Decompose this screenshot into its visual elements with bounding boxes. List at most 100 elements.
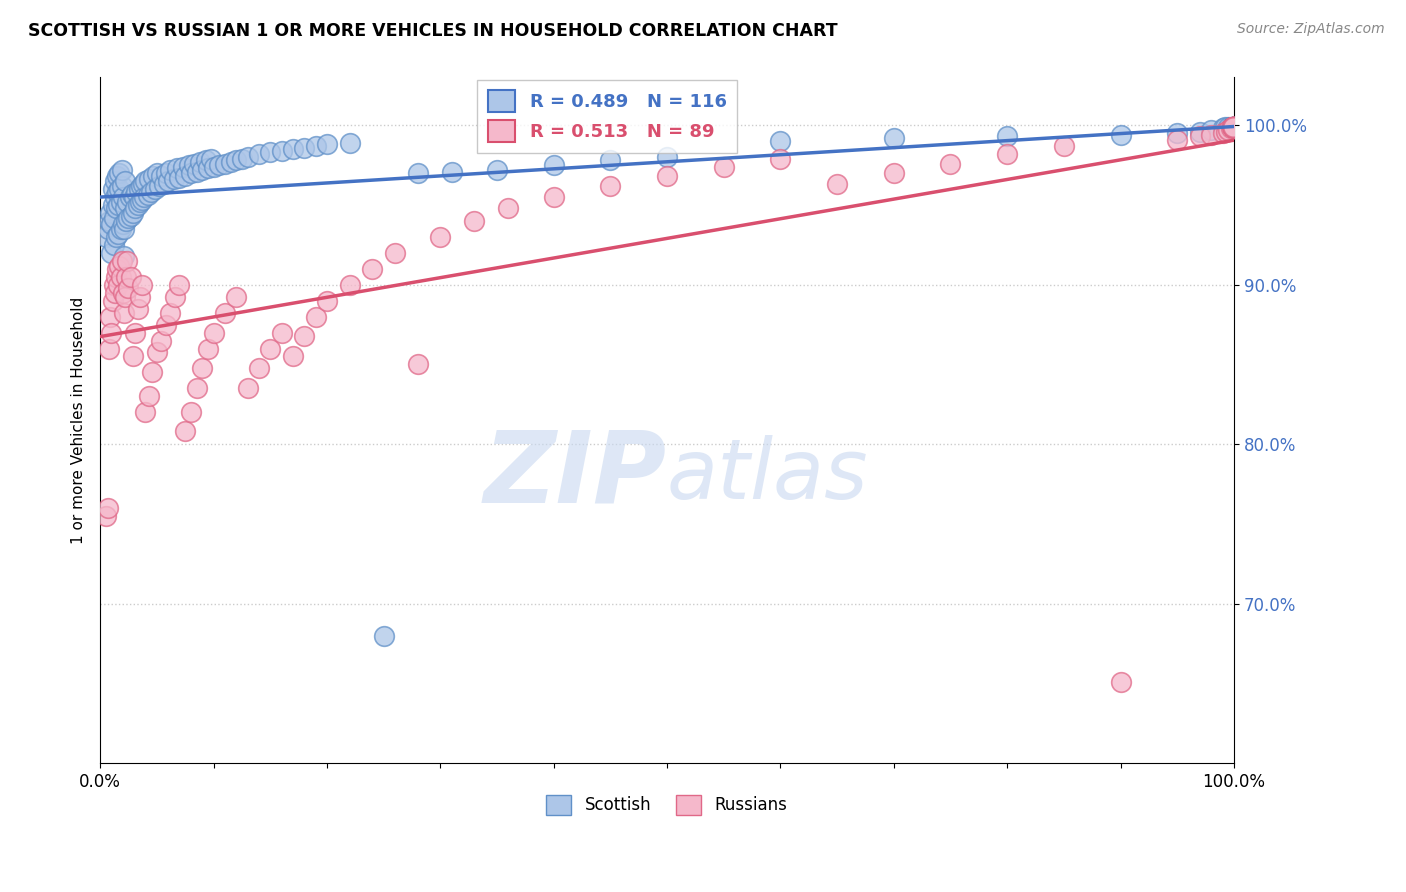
Point <box>110 269 132 284</box>
Point <box>124 326 146 340</box>
Point <box>1199 128 1222 142</box>
Point <box>231 152 253 166</box>
Point <box>1212 121 1234 136</box>
Point <box>115 214 138 228</box>
Point <box>105 201 128 215</box>
Point <box>259 342 281 356</box>
Point <box>134 405 156 419</box>
Point <box>111 190 134 204</box>
Point <box>124 201 146 215</box>
Point <box>114 174 136 188</box>
Point <box>599 178 621 193</box>
Point <box>111 217 134 231</box>
Point <box>105 186 128 200</box>
Point <box>883 166 905 180</box>
Point <box>117 281 139 295</box>
Point <box>339 277 361 292</box>
Point <box>208 158 231 172</box>
Point <box>159 163 181 178</box>
Point <box>1212 126 1234 140</box>
Point <box>111 178 134 193</box>
Point <box>108 166 131 180</box>
Point <box>122 350 145 364</box>
Point <box>1222 120 1244 134</box>
Point <box>103 238 125 252</box>
Point <box>131 193 153 207</box>
Point <box>100 326 122 340</box>
Point <box>1222 120 1244 134</box>
Point <box>1222 120 1244 134</box>
Point <box>183 156 205 170</box>
Point <box>281 350 304 364</box>
Point <box>197 342 219 356</box>
Point <box>1109 128 1132 142</box>
Point <box>122 206 145 220</box>
Point <box>655 169 678 184</box>
Text: SCOTTISH VS RUSSIAN 1 OR MORE VEHICLES IN HOUSEHOLD CORRELATION CHART: SCOTTISH VS RUSSIAN 1 OR MORE VEHICLES I… <box>28 22 838 40</box>
Point <box>304 310 326 324</box>
Point <box>1222 120 1244 134</box>
Point <box>152 178 174 192</box>
Point <box>112 222 135 236</box>
Point <box>141 366 163 380</box>
Point <box>214 156 236 170</box>
Point <box>769 152 792 166</box>
Point <box>166 161 188 176</box>
Point <box>100 217 122 231</box>
Point <box>543 158 565 172</box>
Point <box>1213 120 1236 134</box>
Point <box>94 508 117 523</box>
Point <box>117 194 139 209</box>
Point <box>142 169 165 184</box>
Point <box>163 172 186 186</box>
Point <box>128 291 150 305</box>
Point <box>1222 120 1244 134</box>
Y-axis label: 1 or more Vehicles in Household: 1 or more Vehicles in Household <box>72 297 86 544</box>
Point <box>825 178 848 192</box>
Point <box>97 500 120 515</box>
Point <box>108 182 131 196</box>
Point <box>112 249 135 263</box>
Point <box>304 139 326 153</box>
Point <box>103 277 125 292</box>
Point <box>406 166 429 180</box>
Point <box>219 155 242 169</box>
Point <box>120 269 142 284</box>
Point <box>315 137 337 152</box>
Point <box>1220 120 1243 134</box>
Point <box>1222 120 1244 134</box>
Point <box>1215 125 1237 139</box>
Point <box>111 163 134 178</box>
Point <box>440 164 463 178</box>
Point <box>163 291 186 305</box>
Point <box>110 222 132 236</box>
Point <box>107 277 129 292</box>
Point <box>883 131 905 145</box>
Point <box>315 293 337 308</box>
Point <box>1220 120 1243 134</box>
Point <box>281 142 304 156</box>
Point <box>174 425 197 439</box>
Point <box>463 214 485 228</box>
Point <box>1222 120 1244 134</box>
Point <box>259 145 281 160</box>
Point <box>186 164 208 178</box>
Point <box>117 253 139 268</box>
Point <box>1109 674 1132 689</box>
Point <box>150 169 173 184</box>
Text: Source: ZipAtlas.com: Source: ZipAtlas.com <box>1237 22 1385 37</box>
Point <box>225 291 247 305</box>
Point <box>270 326 292 340</box>
Point <box>1222 120 1244 134</box>
Point <box>214 306 236 320</box>
Point <box>1199 123 1222 137</box>
Point <box>429 230 451 244</box>
Point <box>361 261 384 276</box>
Point <box>995 129 1018 144</box>
Point <box>122 190 145 204</box>
Point <box>406 358 429 372</box>
Point <box>373 629 395 643</box>
Point <box>995 147 1018 161</box>
Point <box>118 190 141 204</box>
Point <box>155 166 177 180</box>
